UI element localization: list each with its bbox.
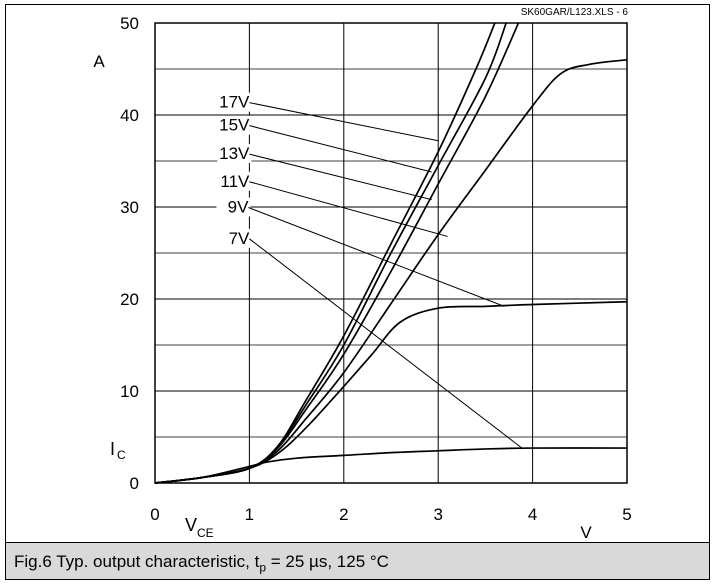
y-axis-label: I [110,439,115,459]
annotation-label-7v: 7V [229,229,250,248]
annotation-label-17v: 17V [219,93,250,112]
x-axis-label: V [185,515,197,535]
chart-frame [5,4,710,580]
annotation-bg [217,115,252,135]
plot-border [154,22,628,484]
y-tick-label: 20 [120,290,139,309]
annotation-leader-7v [249,238,524,450]
annotation-leader-17v [249,102,439,142]
annotation-bg [217,171,252,191]
caption-suffix: = 25 µs, 125 °C [266,552,389,571]
y-tick-label: 10 [120,382,139,401]
source-label: SK60GAR/L123.XLS - 6 [521,7,629,18]
series-line-7v [154,447,628,484]
caption-prefix: Fig.6 Typ. output characteristic, t [14,552,260,571]
annotation-leader-15v [249,125,432,173]
caption-subscript: p [259,560,267,575]
y-unit-label: A [93,52,105,71]
y-tick-label: 40 [120,106,139,125]
tick-labels: 0 10 20 30 40 50 0 1 2 3 4 5 [120,14,632,524]
x-tick-label: 2 [339,505,348,524]
annotation-leader-9v [248,207,505,307]
annotation-bg [217,228,252,248]
annotation-label-11v: 11V [220,172,250,191]
y-tick-label: 30 [120,198,139,217]
series-group [154,22,628,484]
annotations: 17V 15V 13V 11V 9V 7V [216,92,524,450]
x-axis-label-sub: CE [197,526,214,540]
annotation-label-15v: 15V [219,116,250,135]
x-tick-label: 1 [245,505,254,524]
series-line-9v [154,300,628,484]
x-unit-label: V [580,523,592,542]
axis-labels: AI CV CE V [93,52,592,542]
x-tick-label: 5 [622,505,631,524]
figure-caption: Fig.6 Typ. output characteristic, tp = 2… [14,552,389,574]
annotation-label-9v: 9V [228,198,249,217]
x-tick-label: 0 [150,505,159,524]
x-tick-label: 4 [528,505,537,524]
annotation-bg [217,92,252,112]
annotation-leader-11v [249,181,448,237]
annotation-label-13v: 13V [219,144,250,163]
y-tick-label: 0 [130,474,139,493]
annotation-bg [216,197,251,217]
annotation-bg [217,144,252,164]
caption-bar: Fig.6 Typ. output characteristic, tp = 2… [6,542,709,579]
annotation-leader-13v [249,153,432,201]
y-axis-label-sub: C [117,448,126,462]
y-tick-label: 50 [120,14,139,33]
x-tick-label: 3 [433,505,442,524]
